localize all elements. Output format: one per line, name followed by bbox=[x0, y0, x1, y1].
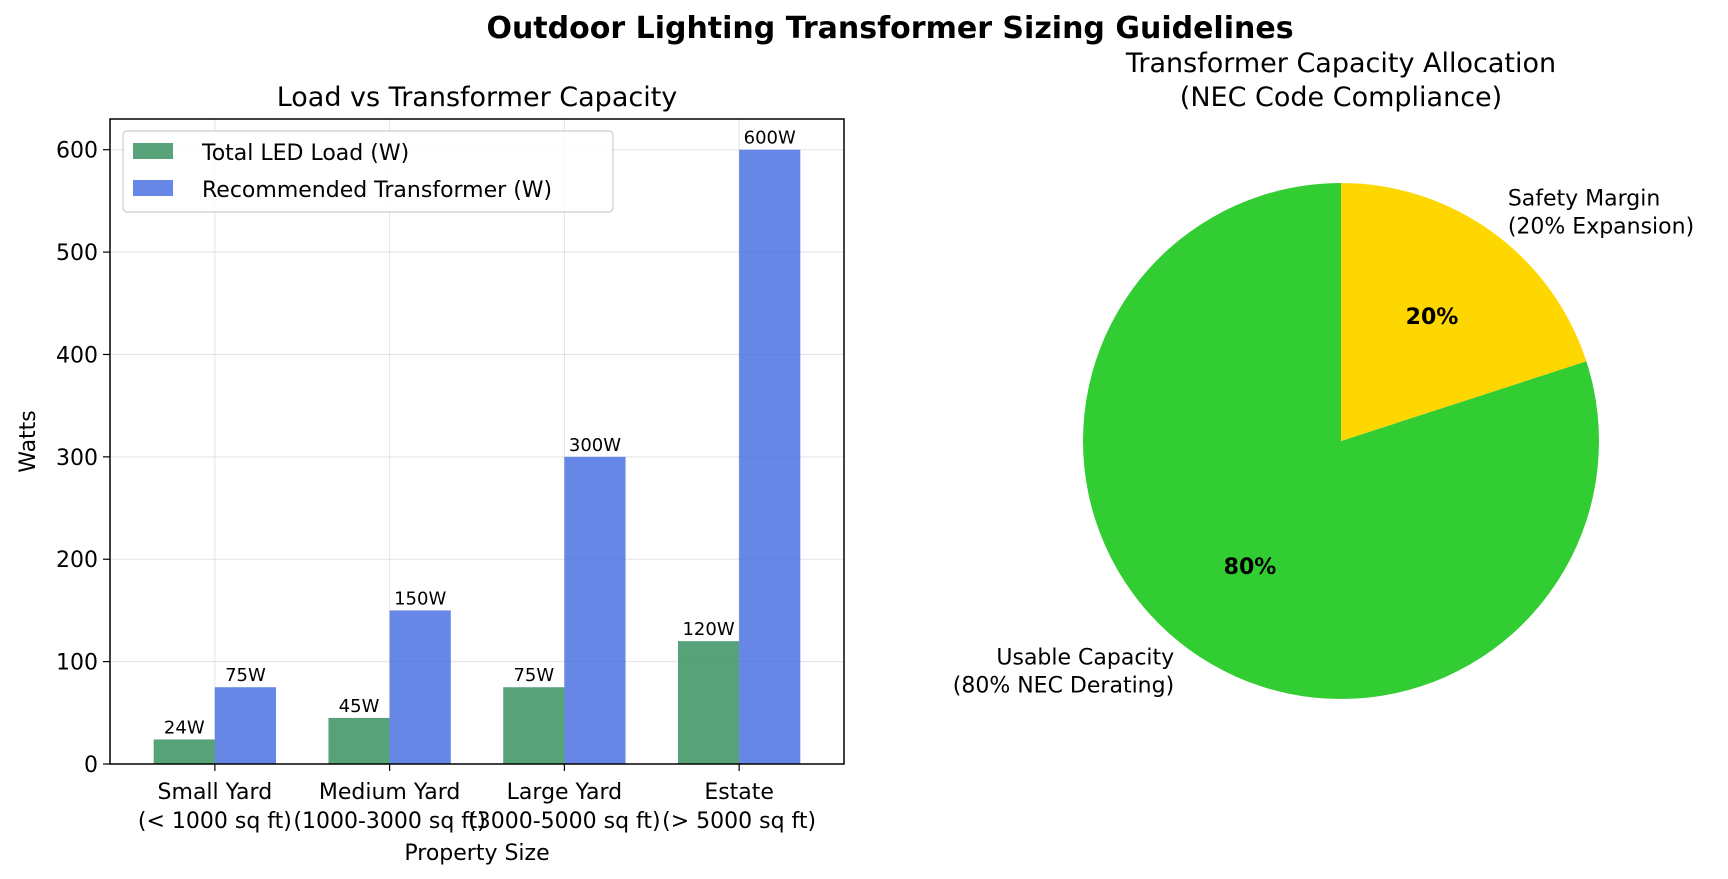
bar-led-load-1 bbox=[328, 717, 390, 764]
bar-chart-title: Load vs Transformer Capacity bbox=[277, 82, 678, 113]
y-tick-label: 600 bbox=[56, 139, 98, 164]
pie-slice-label: Safety Margin bbox=[1508, 186, 1661, 211]
pie-chart: 80% Usable Capacity (80% NEC Derating) 20% S… bbox=[953, 48, 1694, 699]
bar-value-label: 45W bbox=[339, 696, 380, 717]
bar-transformer-2 bbox=[564, 456, 626, 764]
pie-chart-title: (NEC Code Compliance) bbox=[1180, 82, 1502, 113]
y-axis-label: Watts bbox=[16, 410, 41, 473]
pie-slice-label: (80% NEC Derating) bbox=[953, 674, 1174, 699]
bar-value-label: 600W bbox=[744, 128, 796, 149]
y-tick-label: 500 bbox=[56, 241, 98, 266]
bar-value-label: 150W bbox=[394, 588, 446, 609]
legend-swatch bbox=[133, 180, 173, 196]
y-tick-label: 100 bbox=[56, 651, 98, 676]
x-axis-label: Property Size bbox=[404, 841, 549, 866]
bar-transformer-3 bbox=[739, 149, 801, 764]
bar-axes-frame bbox=[109, 118, 845, 765]
x-tick-label: (3000-5000 sq ft) bbox=[468, 809, 660, 834]
pie-slice-label: (20% Expansion) bbox=[1508, 214, 1694, 239]
figure-title: Outdoor Lighting Transformer Sizing Guid… bbox=[486, 11, 1293, 46]
bar-value-label: 300W bbox=[569, 435, 621, 456]
bar-transformer-1 bbox=[389, 610, 451, 764]
pie-pct-label: 20% bbox=[1406, 305, 1459, 330]
x-tick-label: Small Yard bbox=[158, 780, 273, 805]
y-tick-label: 400 bbox=[56, 343, 98, 368]
bar-value-label: 24W bbox=[164, 717, 205, 738]
bar-value-label: 75W bbox=[225, 665, 266, 686]
legend-box bbox=[122, 130, 614, 213]
pie-chart-title: Transformer Capacity Allocation bbox=[1125, 48, 1556, 79]
bar-chart: 24W 45W 75W 120W 75W 150W 300W 600W 0 100 200 300 40… bbox=[16, 82, 845, 866]
pie-pct-label: 80% bbox=[1224, 555, 1277, 580]
x-tick-label: (> 5000 sq ft) bbox=[662, 809, 816, 834]
y-tick-label: 200 bbox=[56, 548, 98, 573]
legend-entry-label: Recommended Transformer (W) bbox=[202, 178, 552, 203]
bar-led-load-0 bbox=[153, 739, 215, 764]
bar-led-load-2 bbox=[503, 687, 565, 764]
pie-slice-1 bbox=[1341, 183, 1587, 441]
y-tick-label: 300 bbox=[56, 446, 98, 471]
legend-entry-label: Total LED Load (W) bbox=[201, 141, 409, 166]
bar-led-load-3 bbox=[677, 641, 740, 764]
bar-legend: Total LED Load (W) Recommended Transforme… bbox=[122, 130, 614, 213]
y-tick-label: 0 bbox=[84, 753, 98, 778]
x-tick-label: Estate bbox=[704, 780, 774, 805]
legend-swatch bbox=[133, 143, 173, 159]
bar-transformer-0 bbox=[214, 687, 277, 764]
x-tick-label: Medium Yard bbox=[319, 780, 460, 805]
pie-slice-label: Usable Capacity bbox=[996, 646, 1174, 671]
bar-value-label: 120W bbox=[682, 619, 734, 640]
x-tick-label: Large Yard bbox=[507, 780, 622, 805]
x-tick-label: (1000-3000 sq ft) bbox=[293, 809, 485, 834]
bar-value-label: 75W bbox=[513, 665, 554, 686]
x-tick-label: (< 1000 sq ft) bbox=[138, 809, 292, 834]
